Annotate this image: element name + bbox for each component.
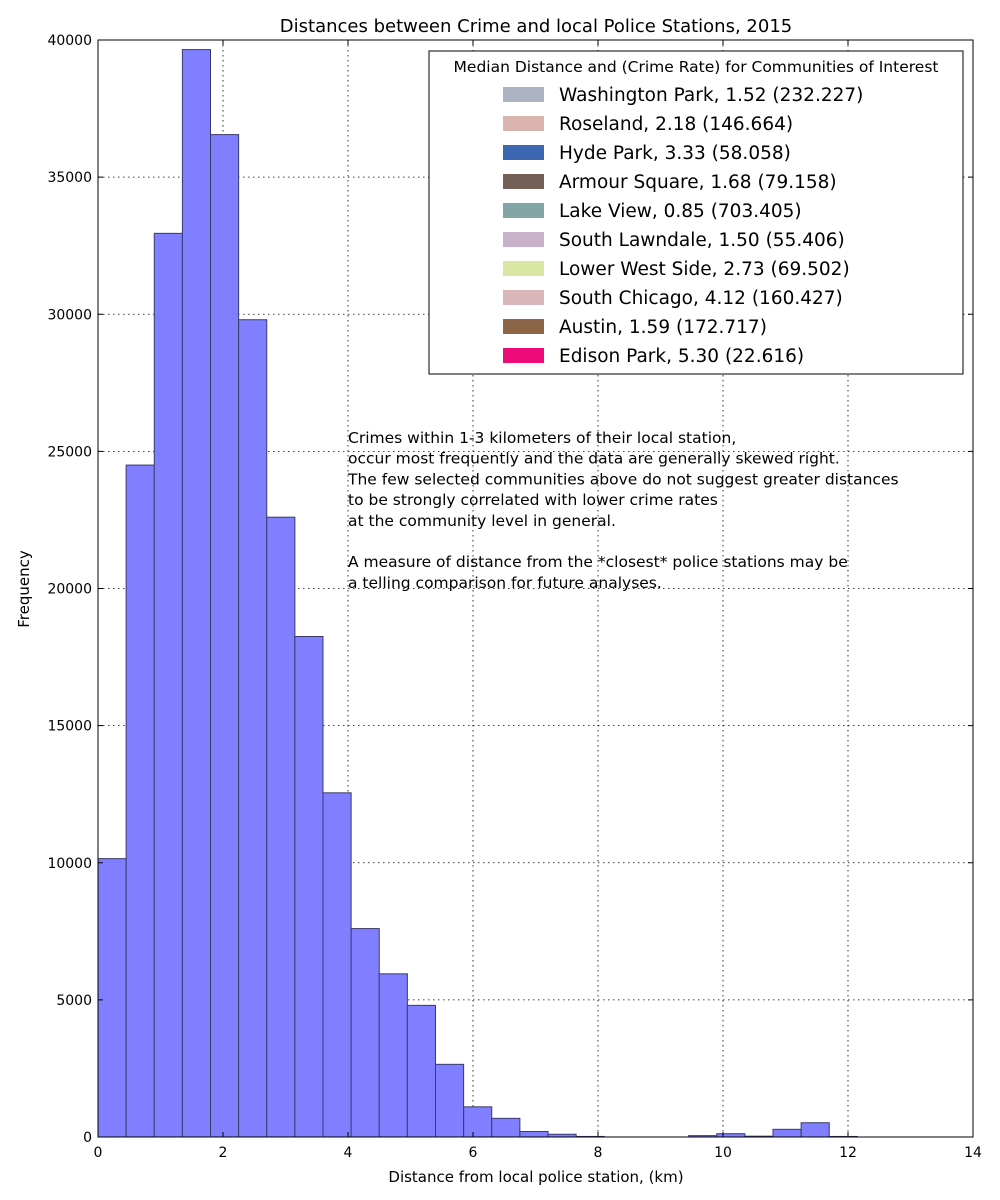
legend-swatch: [503, 261, 544, 276]
annotation-line: a telling comparison for future analyses…: [348, 574, 662, 592]
legend-entry-label: Armour Square, 1.68 (79.158): [559, 172, 837, 193]
legend-swatch: [503, 348, 544, 363]
axis-ticks: 0 2 4 6 8 10 12 14 0 5000 10000 15000 20000 25000 3000…: [47, 33, 982, 1161]
annotation-line: Crimes within 1-3 kilometers of their lo…: [348, 429, 736, 447]
histogram-bar: [435, 1063, 465, 1138]
annotation-line: occur most frequently and the data are g…: [348, 450, 840, 468]
histogram-bar: [406, 1004, 436, 1138]
y-tick-label: 35000: [47, 170, 92, 186]
chart-title: Distances between Crime and local Police…: [280, 16, 792, 37]
histogram-bar: [153, 232, 183, 1138]
legend-entry-label: South Chicago, 4.12 (160.427): [559, 288, 843, 309]
histogram-bar: [519, 1131, 549, 1138]
x-tick-label: 0: [94, 1145, 103, 1161]
x-tick-label: 6: [469, 1145, 478, 1161]
y-tick-label: 20000: [47, 582, 92, 598]
legend-entry-label: South Lawndale, 1.50 (55.406): [559, 230, 845, 251]
legend-swatch: [503, 145, 544, 160]
x-tick-label: 4: [344, 1145, 353, 1161]
y-tick-label: 40000: [47, 33, 92, 49]
legend-swatch: [503, 116, 544, 131]
histogram-bar: [322, 792, 352, 1138]
x-tick-label: 8: [594, 1145, 603, 1161]
histogram-bar: [125, 464, 155, 1138]
histogram-bar: [238, 319, 268, 1138]
legend-entry-label: Hyde Park, 3.33 (58.058): [559, 143, 791, 164]
y-tick-label: 5000: [56, 993, 92, 1009]
y-tick-label: 25000: [47, 444, 92, 460]
legend-swatch: [503, 232, 544, 247]
histogram-bar: [350, 928, 380, 1138]
histogram-bars: [97, 49, 858, 1138]
legend-entry-label: Edison Park, 5.30 (22.616): [559, 346, 804, 367]
x-tick-label: 10: [714, 1145, 732, 1161]
legend-swatch: [503, 290, 544, 305]
legend-swatch: [503, 203, 544, 218]
histogram-bar: [463, 1106, 493, 1138]
histogram-bar: [800, 1122, 830, 1138]
legend-entry-label: Lower West Side, 2.73 (69.502): [559, 259, 850, 280]
annotation-line: to be strongly correlated with lower cri…: [348, 491, 718, 509]
legend-swatch: [503, 319, 544, 334]
y-axis-label: Frequency: [15, 550, 33, 628]
legend-entry-label: Lake View, 0.85 (703.405): [559, 201, 802, 222]
x-tick-label: 12: [839, 1145, 857, 1161]
legend-entry-label: Washington Park, 1.52 (232.227): [559, 85, 863, 106]
annotation-line: A measure of distance from the *closest*…: [348, 553, 848, 571]
y-tick-label: 10000: [47, 856, 92, 872]
histogram-bar: [378, 973, 408, 1138]
histogram-bar: [772, 1128, 802, 1138]
histogram-bar: [210, 134, 240, 1138]
legend-entry-label: Roseland, 2.18 (146.664): [559, 114, 793, 135]
x-tick-label: 14: [964, 1145, 982, 1161]
legend-swatch: [503, 87, 544, 102]
y-tick-label: 0: [83, 1130, 92, 1146]
histogram-bar: [97, 858, 127, 1138]
x-tick-label: 2: [219, 1145, 228, 1161]
annotation-text: Crimes within 1-3 kilometers of their lo…: [347, 429, 899, 592]
y-tick-label: 30000: [47, 307, 92, 323]
legend: Median Distance and (Crime Rate) for Com…: [428, 50, 964, 375]
histogram-bar: [294, 635, 324, 1138]
legend-entry-label: Austin, 1.59 (172.717): [559, 317, 767, 338]
legend-swatch: [503, 174, 544, 189]
legend-title: Median Distance and (Crime Rate) for Com…: [454, 58, 939, 76]
annotation-line: at the community level in general.: [348, 512, 616, 530]
y-tick-label: 15000: [47, 719, 92, 735]
histogram-bar: [181, 49, 211, 1138]
annotation-line: The few selected communities above do no…: [347, 470, 899, 488]
histogram-bar: [491, 1117, 521, 1138]
histogram-bar: [266, 516, 296, 1138]
x-axis-label: Distance from local police station, (km): [388, 1168, 683, 1186]
